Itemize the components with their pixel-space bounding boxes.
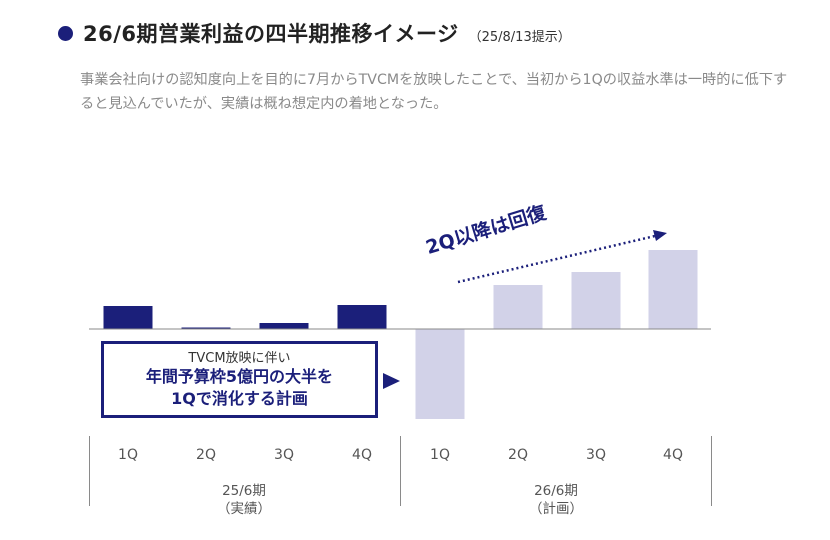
axis-separator-middle [400,436,401,506]
group-label-fy25: 25/6期 （実績） [184,482,304,518]
x-tick-fy26-4q: 4Q [663,447,683,463]
callout-line-2: 年間予算枠5億円の大半を [145,367,334,386]
callout-line-1: TVCM放映に伴い [188,351,291,366]
bars-layer [103,250,698,419]
x-tick-fy25-2q: 2Q [196,447,216,463]
bar-fy26-3q [571,272,621,329]
bar-fy25-2q [181,327,231,329]
recovery-arrow-line [457,234,656,284]
bar-fy26-2q [493,285,543,329]
axis-separator-right [711,436,712,506]
bar-fy25-1q [103,306,153,329]
title-note: （25/8/13提示） [468,29,571,45]
bar-fy26-1q [415,329,465,419]
group-label-fy25-title: 25/6期 [222,483,266,499]
bar-fy26-4q [648,250,698,329]
bar-fy25-4q [337,305,387,329]
x-tick-fy25-1q: 1Q [118,447,138,463]
x-tick-fy26-1q: 1Q [430,447,450,463]
x-tick-fy26-2q: 2Q [508,447,528,463]
axis-separator-left [89,436,90,506]
page-title: 26/6期営業利益の四半期推移イメージ [83,22,459,46]
callout-arrow-icon [383,373,400,389]
title-row: 26/6期営業利益の四半期推移イメージ （25/8/13提示） [58,18,571,48]
group-label-fy26: 26/6期 （計画） [496,482,616,518]
bar-fy25-3q [259,323,309,329]
x-tick-fy25-3q: 3Q [274,447,294,463]
group-label-fy26-sub: （計画） [529,501,583,517]
x-tick-fy25-4q: 4Q [352,447,372,463]
bullet-icon [58,25,73,41]
group-label-fy25-sub: （実績） [217,501,271,517]
group-label-fy26-title: 26/6期 [534,483,578,499]
x-tick-fy26-3q: 3Q [586,447,606,463]
description: 事業会社向けの認知度向上を目的に7月からTVCMを放映したことで、当初から1Qの… [80,72,788,112]
callout-box: TVCM放映に伴い 年間予算枠5億円の大半を 1Qで消化する計画 [101,341,378,418]
callout-line-3: 1Qで消化する計画 [171,389,308,408]
recovery-arrow-head [653,230,667,241]
